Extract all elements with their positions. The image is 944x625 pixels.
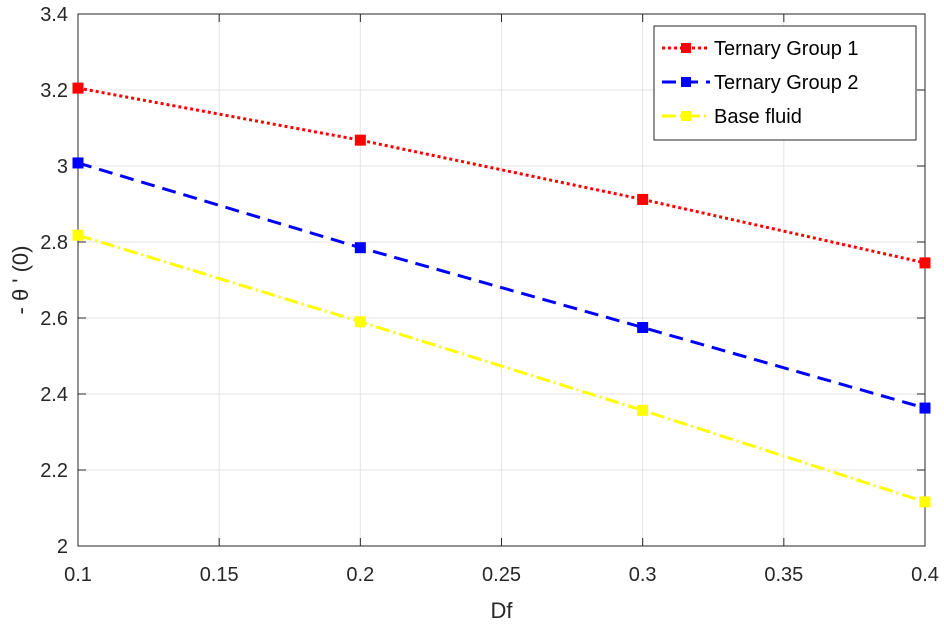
y-tick-label: 2.8 xyxy=(40,232,68,254)
x-axis-label: Df xyxy=(491,598,514,623)
legend-label: Ternary Group 1 xyxy=(714,38,859,60)
data-point xyxy=(919,402,931,414)
x-tick-label: 0.1 xyxy=(64,564,92,586)
x-tick-label: 0.4 xyxy=(911,564,939,586)
ticks: 0.1 0.15 0.2 0.25 0.3 0.35 0.4 2 2.2 2.4 2.6 2.8 3 3.… xyxy=(40,4,939,586)
series-line xyxy=(77,233,926,504)
legend-label: Base fluid xyxy=(714,106,802,128)
series-2 xyxy=(72,157,931,414)
series-line xyxy=(77,86,926,265)
x-tick-label: 0.3 xyxy=(629,564,657,586)
legend: Ternary Group 1 Ternary Group 2 Base fluid xyxy=(653,25,917,141)
series-group xyxy=(72,82,931,508)
data-point xyxy=(72,157,84,169)
y-tick-label: 3.4 xyxy=(40,4,68,26)
x-tick-label: 0.2 xyxy=(346,564,374,586)
y-tick-label: 2 xyxy=(57,536,68,558)
y-axis-label: - θ ' (0) xyxy=(8,246,33,315)
series-3 xyxy=(72,229,931,508)
data-point xyxy=(919,496,931,508)
legend-item: Base fluid xyxy=(662,106,802,128)
data-point xyxy=(354,242,366,254)
x-tick-label: 0.15 xyxy=(200,564,239,586)
y-tick-label: 2.4 xyxy=(40,384,68,406)
legend-item: Ternary Group 1 xyxy=(662,38,859,60)
x-tick-label: 0.35 xyxy=(764,564,803,586)
data-point xyxy=(354,316,366,328)
data-point xyxy=(919,257,931,269)
data-point xyxy=(637,404,649,416)
data-point xyxy=(72,82,84,94)
y-tick-label: 2.2 xyxy=(40,460,68,482)
data-point xyxy=(637,322,649,333)
data-point xyxy=(354,134,366,146)
y-tick-label: 2.6 xyxy=(40,308,68,330)
x-tick-label: 0.25 xyxy=(482,564,521,586)
series-line xyxy=(77,161,926,410)
legend-item: Ternary Group 2 xyxy=(662,72,859,94)
data-point xyxy=(72,229,84,241)
data-point xyxy=(637,193,649,205)
legend-marker xyxy=(681,77,691,87)
y-tick-label: 3.2 xyxy=(40,80,68,102)
legend-label: Ternary Group 2 xyxy=(714,72,859,94)
legend-marker xyxy=(681,43,691,53)
series-1 xyxy=(72,82,931,269)
y-tick-label: 3 xyxy=(57,156,68,178)
legend-marker xyxy=(681,111,691,121)
